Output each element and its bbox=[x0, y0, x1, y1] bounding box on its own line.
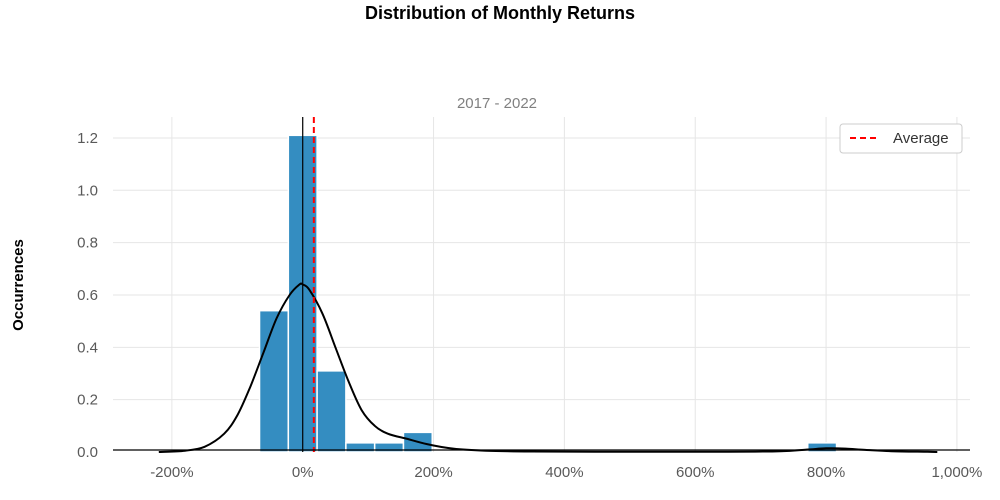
y-tick-label: 0.6 bbox=[77, 287, 98, 304]
x-tick-label: 0% bbox=[292, 464, 314, 481]
legend-box bbox=[839, 123, 963, 154]
y-tick-label: 1.2 bbox=[77, 130, 98, 147]
chart-subtitle: 2017 - 2022 bbox=[457, 95, 537, 112]
density-curve bbox=[158, 282, 938, 453]
x-tick-label: 600% bbox=[676, 464, 714, 481]
y-tick-label: 0.4 bbox=[77, 339, 98, 356]
y-axis-label: Occurrences bbox=[10, 239, 27, 331]
x-tick-label: -200% bbox=[150, 464, 193, 481]
chart-title: Distribution of Monthly Returns bbox=[365, 3, 635, 23]
x-tick-label: 1,000% bbox=[931, 464, 982, 481]
histogram-bar bbox=[373, 442, 405, 453]
x-tick-label: 800% bbox=[807, 464, 845, 481]
legend: Average bbox=[839, 123, 963, 154]
histogram-bars bbox=[258, 134, 838, 453]
histogram-bar bbox=[316, 370, 347, 453]
kde-line bbox=[158, 282, 938, 453]
y-tick-label: 0.2 bbox=[77, 392, 98, 409]
histogram-bar bbox=[258, 309, 290, 453]
legend-average-label: Average bbox=[893, 130, 949, 147]
y-tick-label: 0.0 bbox=[77, 444, 98, 461]
x-tick-label: 200% bbox=[414, 464, 452, 481]
histogram-bar bbox=[345, 442, 376, 453]
grid bbox=[113, 117, 970, 452]
reference-lines bbox=[302, 117, 315, 452]
y-tick-label: 0.8 bbox=[77, 235, 98, 252]
y-tick-label: 1.0 bbox=[77, 182, 98, 199]
x-tick-label: 400% bbox=[545, 464, 583, 481]
axes: 0.0 0.2 0.4 0.6 0.8 1.0 1.2 -200% 0% 200% 400% 600%… bbox=[77, 130, 982, 481]
